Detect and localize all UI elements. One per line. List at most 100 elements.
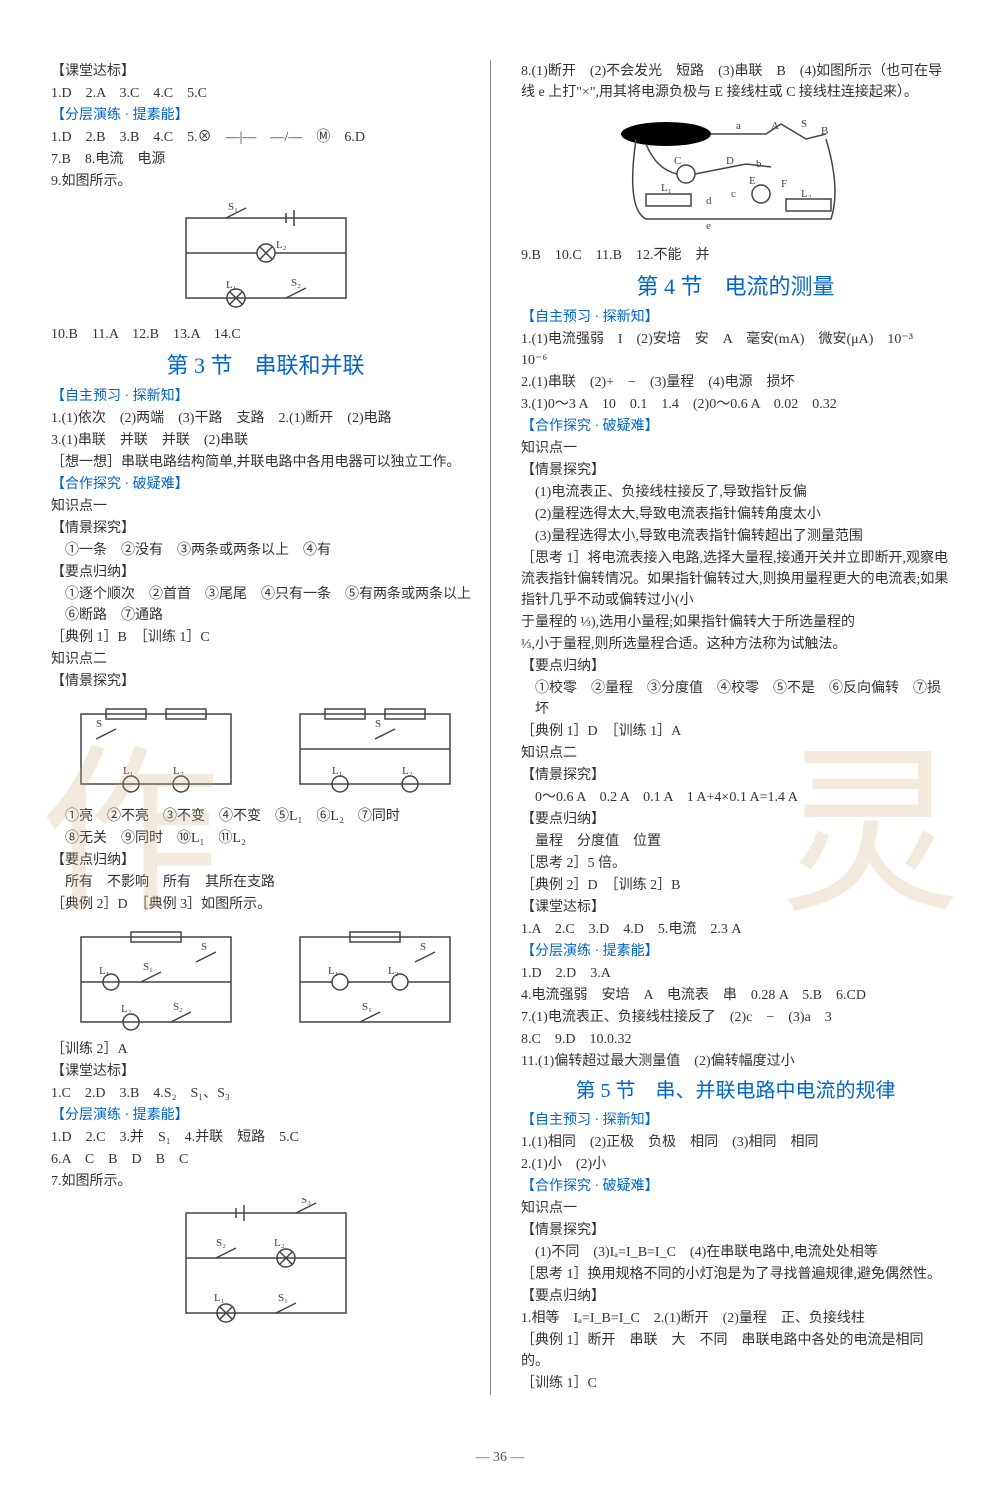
svg-text:L₂: L₂ bbox=[388, 965, 399, 977]
svg-text:S₁: S₁ bbox=[362, 1001, 372, 1013]
text: ［典例 2］D ［训练 2］B bbox=[521, 875, 950, 896]
header-ktdb: 【课堂达标】 bbox=[51, 61, 480, 82]
text: 3.(1)串联 并联 并联 (2)串联 bbox=[51, 430, 480, 451]
subheader: 【情景探究】 bbox=[521, 765, 950, 786]
svg-text:L₂: L₂ bbox=[121, 1003, 132, 1015]
circuit-diagram-q7: S₃ S₂ L₂ L₁ S₁ bbox=[166, 1198, 366, 1328]
answers: 7.B 8.电流 电源 bbox=[51, 149, 480, 170]
header-zzyx: 【自主预习 · 探新知】 bbox=[521, 1110, 950, 1131]
text: ①亮 ②不亮 ③不变 ④不变 ⑤L₁ ⑥L₂ ⑦同时 bbox=[51, 806, 480, 827]
answers: 1.D 2.A 3.C 4.C 5.C bbox=[51, 83, 480, 104]
subheader: 【要点归纳】 bbox=[51, 850, 480, 871]
answers: 6.A C B D B C bbox=[51, 1149, 480, 1170]
text: 1.(1)相同 (2)正极 负极 相同 (3)相同 相同 bbox=[521, 1132, 950, 1153]
section-3-title: 第 3 节 串联和并联 bbox=[51, 349, 480, 382]
subheader: 【情景探究】 bbox=[51, 671, 480, 692]
text: 于量程的 ⅓),选用小量程;如果指针偏转大于所选量程的 bbox=[521, 612, 950, 633]
subheader: 【情景探究】 bbox=[51, 518, 480, 539]
circuit-pair-2: S L₁ S₁ L₂ S₂ S L₁ L₂ S₁ bbox=[51, 916, 480, 1038]
header-ktdb2: 【课堂达标】 bbox=[51, 1061, 480, 1082]
answers: 7.(1)电流表正、负接线柱接反了 (2)c − (3)a 3 bbox=[521, 1007, 950, 1028]
svg-text:D: D bbox=[726, 155, 734, 167]
answers: 10.B 11.A 12.B 13.A 14.C bbox=[51, 324, 480, 345]
svg-text:S₁: S₁ bbox=[228, 201, 238, 213]
svg-text:S₂: S₂ bbox=[291, 277, 301, 289]
header-zzyx: 【自主预习 · 探新知】 bbox=[521, 307, 950, 328]
subheader: 知识点一 bbox=[51, 496, 480, 517]
text: ［典例 2］D ［典例 3］如图所示。 bbox=[51, 894, 480, 915]
svg-text:S₃: S₃ bbox=[301, 1198, 311, 1206]
svg-text:L₂: L₂ bbox=[402, 765, 413, 777]
text: ［训练 2］A bbox=[51, 1039, 480, 1060]
header-hztj: 【合作探究 · 破疑难】 bbox=[521, 1176, 950, 1197]
page-number-value: 36 bbox=[493, 1450, 507, 1465]
svg-text:S: S bbox=[201, 941, 207, 953]
text: (2)量程选得太大,导致电流表指针偏转角度太小 bbox=[521, 504, 950, 525]
text: ⅓,小于量程,则所选量程合适。这种方法称为试触法。 bbox=[521, 634, 950, 655]
text: ［典例 1］D ［训练 1］A bbox=[521, 721, 950, 742]
svg-text:L₁: L₁ bbox=[226, 279, 237, 291]
subheader: 【要点归纳】 bbox=[521, 809, 950, 830]
page-number: — 36 — bbox=[0, 1447, 1000, 1468]
header-hztj: 【合作探究 · 破疑难】 bbox=[51, 474, 480, 495]
svg-text:L₂: L₂ bbox=[276, 239, 287, 251]
svg-text:S: S bbox=[801, 118, 807, 130]
answers: 9.如图所示。 bbox=[51, 171, 480, 192]
subheader: 【要点归纳】 bbox=[51, 562, 480, 583]
svg-text:a: a bbox=[736, 120, 741, 132]
svg-text:S₂: S₂ bbox=[216, 1237, 226, 1249]
svg-text:L₁: L₁ bbox=[99, 965, 110, 977]
circuit-pair-1: S L₁ L₂ S L₁ L₂ bbox=[51, 693, 480, 805]
answers: 1.A 2.C 3.D 4.D 5.电流 2.3 A bbox=[521, 919, 950, 940]
svg-text:L₁: L₁ bbox=[332, 765, 343, 777]
text: (1)不同 (3)Iₐ=I_B=I_C (4)在串联电路中,电流处处相等 bbox=[521, 1242, 950, 1263]
svg-text:L₁: L₁ bbox=[328, 965, 339, 977]
text: 量程 分度值 位置 bbox=[521, 831, 950, 852]
header-fcyl: 【分层演练 · 提素能】 bbox=[521, 941, 950, 962]
text: (3)量程选得太小,导致电流表指针偏转超出了测量范围 bbox=[521, 526, 950, 547]
svg-text:S₁: S₁ bbox=[278, 1292, 288, 1304]
text: 0～0.6 A 0.2 A 0.1 A 1 A+4×0.1 A=1.4 A bbox=[521, 787, 950, 808]
answers: 1.D 2.D 3.A bbox=[521, 963, 950, 984]
svg-text:C: C bbox=[674, 155, 681, 167]
answers: 1.D 2.C 3.并 S₁ 4.并联 短路 5.C bbox=[51, 1127, 480, 1148]
subheader: 知识点一 bbox=[521, 438, 950, 459]
text: ［思考 1］换用规格不同的小灯泡是为了寻找普遍规律,避免偶然性。 bbox=[521, 1264, 950, 1285]
circuit-diagram-r8: aASB C Db L₁ dc EF L₂ e bbox=[606, 109, 866, 239]
svg-text:L₁: L₁ bbox=[214, 1292, 225, 1304]
text: ［典例 1］断开 串联 大 不同 串联电路中各处的电流是相同的。 bbox=[521, 1330, 950, 1372]
subheader: 【要点归纳】 bbox=[521, 1286, 950, 1307]
svg-text:L₂: L₂ bbox=[801, 188, 812, 200]
svg-text:S: S bbox=[96, 718, 102, 730]
svg-text:e: e bbox=[706, 220, 711, 232]
text: 3.(1)0～3 A 10 0.1 1.4 (2)0～0.6 A 0.02 0.… bbox=[521, 394, 950, 415]
section-4-title: 第 4 节 电流的测量 bbox=[521, 270, 950, 303]
svg-text:E: E bbox=[749, 175, 756, 187]
text: ［思考 1］将电流表接入电路,选择大量程,接通开关并立即断开,观察电流表指针偏转… bbox=[521, 548, 950, 611]
header-zzyx: 【自主预习 · 探新知】 bbox=[51, 386, 480, 407]
answers: 9.B 10.C 11.B 12.不能 并 bbox=[521, 245, 950, 266]
answers: 1.D 2.B 3.B 4.C 5.⊗ —|— —/— Ⓜ 6.D bbox=[51, 127, 480, 148]
svg-text:d: d bbox=[706, 195, 712, 207]
svg-text:b: b bbox=[756, 158, 762, 170]
svg-text:S: S bbox=[420, 941, 426, 953]
answers: 7.如图所示。 bbox=[51, 1171, 480, 1192]
section-5-title: 第 5 节 串、并联电路中电流的规律 bbox=[521, 1076, 950, 1106]
text: ［典例 1］B ［训练 1］C bbox=[51, 627, 480, 648]
text: (1)电流表正、负接线柱接反了,导致指针反偏 bbox=[521, 482, 950, 503]
text: 2.(1)串联 (2)+ − (3)量程 (4)电源 损坏 bbox=[521, 372, 950, 393]
text: ⑧无关 ⑨同时 ⑩L₁ ⑪L₂ bbox=[51, 828, 480, 849]
answers: 11.(1)偏转超过最大测量值 (2)偏转幅度过小 bbox=[521, 1051, 950, 1072]
svg-text:L₂: L₂ bbox=[274, 1237, 285, 1249]
text: ［思考 2］5 倍。 bbox=[521, 853, 950, 874]
header-ktdb: 【课堂达标】 bbox=[521, 897, 950, 918]
svg-text:F: F bbox=[781, 178, 787, 190]
text: 所有 不影响 所有 其所在支路 bbox=[51, 872, 480, 893]
text: ①一条 ②没有 ③两条或两条以上 ④有 bbox=[51, 540, 480, 561]
text: ［训练 1］C bbox=[521, 1373, 950, 1394]
svg-text:S₁: S₁ bbox=[143, 961, 153, 973]
subheader: 知识点二 bbox=[521, 743, 950, 764]
svg-text:S: S bbox=[375, 718, 381, 730]
subheader: 【情景探究】 bbox=[521, 1220, 950, 1241]
svg-text:c: c bbox=[731, 188, 736, 200]
